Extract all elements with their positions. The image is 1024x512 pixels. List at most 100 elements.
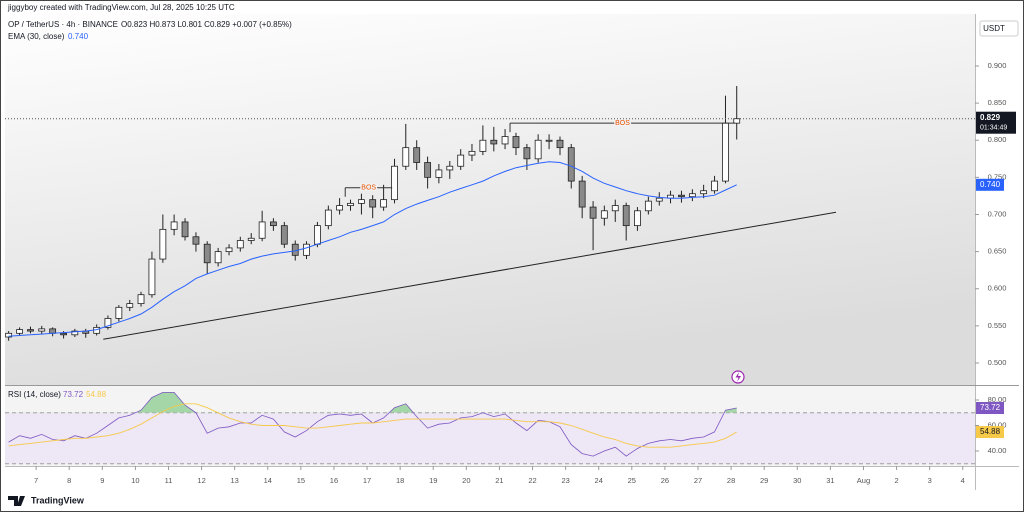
time-tick-label: 23 [561,476,569,485]
time-tick-label: 29 [760,476,768,485]
ema-value-box [976,178,1004,191]
candle-body [600,210,608,219]
candle-body [303,243,310,256]
candle-body [358,199,365,204]
rsi-value-box [976,402,1004,415]
time-tick-label: 15 [297,476,305,485]
time-tick-label: 4 [961,476,965,485]
time-tick-label: 12 [197,476,205,485]
candle-body [203,243,211,264]
rsi-value-label: 54.88 [980,427,1001,436]
candle-body [115,306,123,319]
candle-body [479,139,487,152]
candle-body [27,329,34,332]
price-tick-label: 0.850 [988,98,1007,107]
ohlc-legend: O0.823 H0.873 L0.801 C0.829 +0.007 (+0.8… [121,20,292,29]
time-tick-label: 17 [363,476,371,485]
candle-body [490,139,498,145]
countdown: 01:34:49 [980,125,1007,132]
price-tick-label: 0.600 [988,284,1007,293]
candle-body [556,139,564,149]
candle-body [655,197,663,202]
price-tick-label: 0.750 [988,172,1007,181]
price-tick-label: 0.800 [988,135,1007,144]
candle-body [446,165,454,171]
candle-body [314,225,321,245]
time-tick-label: 11 [165,476,173,485]
time-tick-label: Aug [857,476,870,485]
candle-body [170,221,178,230]
candle-body [435,169,443,178]
candle-body [622,205,630,227]
candle-body [501,136,509,145]
candle-body [291,243,299,256]
candle-body [523,147,531,160]
candle-body [402,147,410,167]
candle-body [280,225,288,245]
rsi-tick-label: 40.00 [988,446,1007,455]
candle-body [60,332,67,336]
candle-body [722,122,729,182]
candle-body [611,205,619,212]
time-tick-label: 16 [330,476,338,485]
candle-body [159,228,167,260]
rsi-value-box [976,426,1004,439]
time-tick-label: 25 [628,476,636,485]
rsi-legend-value: 54.88 [86,390,107,399]
candle-body [468,150,476,156]
ema-legend: EMA (30, close) [8,32,65,41]
candle-body [711,180,718,192]
candle-body [534,139,542,160]
candle-body [38,328,46,332]
candle-body [589,206,597,219]
rsi-legend: RSI (14, close) [8,390,61,399]
candle-body [236,240,244,249]
bos-label: BOS [615,120,630,127]
candle-body [324,209,332,227]
candle-body [512,136,520,149]
time-tick-label: 13 [231,476,239,485]
time-tick-label: 27 [694,476,702,485]
ema-legend-value: 0.740 [68,32,89,41]
rsi-tick-label: 60.00 [988,420,1007,429]
last-price-label: 0.829 [980,113,1001,122]
candle-body [391,165,398,201]
candle-body [192,236,200,245]
time-tick-label: 22 [528,476,536,485]
candle-body [336,205,343,211]
time-tick-label: 3 [928,476,932,485]
candle-body [380,199,388,208]
candle-body [148,258,156,296]
candle-body [347,202,354,206]
rsi-value-label: 73.72 [980,403,1001,412]
ema-line [8,161,737,337]
candle-body [126,303,134,308]
price-tick-label: 0.650 [988,247,1007,256]
candle-body [578,180,586,208]
candle-body [16,329,23,334]
credit: jiggyboy created with TradingView.com, J… [7,3,235,12]
rsi-ma-line [8,403,737,448]
rsi-band-fill [5,412,975,464]
candle-body [71,330,79,336]
candle-body [5,332,13,338]
time-tick-label: 24 [595,476,603,485]
time-tick-label: 9 [100,476,104,485]
ema-value-label: 0.740 [980,180,1001,189]
time-tick-label: 7 [34,476,38,485]
candle-body [567,147,575,182]
bos-label: BOS [361,185,376,192]
price-tick-label: 0.700 [988,209,1007,218]
time-tick-label: 8 [67,476,71,485]
brand-logo [8,496,25,506]
time-tick-label: 19 [429,476,437,485]
last-price-box [976,111,1016,134]
price-pane [5,14,975,385]
currency-box[interactable] [979,20,1019,37]
rsi-tick-label: 80.00 [988,395,1007,404]
time-tick-label: 30 [793,476,801,485]
candle-body [545,139,553,142]
time-tick-label: 26 [661,476,669,485]
time-tick-label: 10 [131,476,139,485]
